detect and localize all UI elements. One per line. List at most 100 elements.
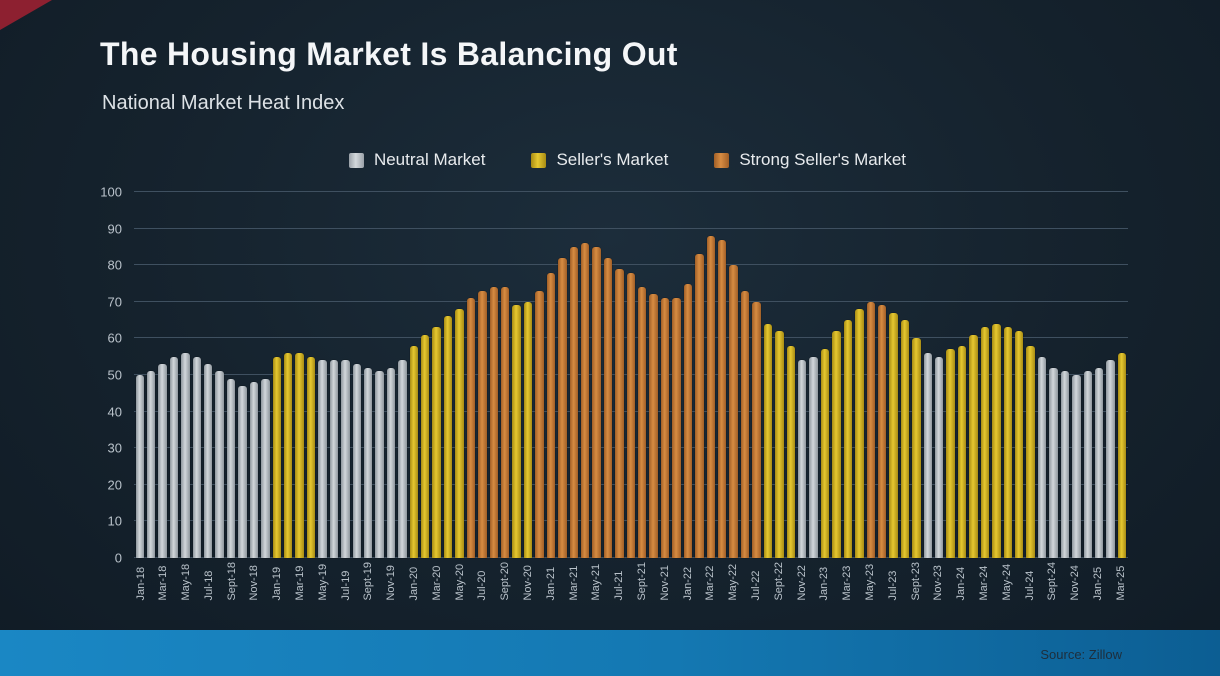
y-tick-label: 90 [107,221,122,237]
x-tick-slot: Sept-22 [773,562,785,601]
bar-slot [1083,192,1092,558]
x-tick-label: Nov-19 [385,565,398,601]
x-tick-slot [605,562,611,601]
y-tick-label: 70 [107,294,122,310]
x-tick-label: May-21 [590,563,603,601]
bar-slot [969,192,978,558]
bar-slot [580,192,590,558]
bar-slot [135,192,144,558]
bar-slot [512,192,521,558]
x-tick-slot [1039,562,1045,601]
bar-Jul-24 [1026,345,1035,558]
x-tick-label: Jan-24 [955,566,968,601]
x-tick-slot: Mar-22 [704,562,717,601]
bar-Oct-19 [375,371,384,558]
bar-Dec-24 [1083,371,1092,558]
bar-slot [649,192,658,558]
x-tick-slot: Sept-21 [636,562,648,601]
bar-slot [501,192,510,558]
bar-Jul-20 [478,290,487,558]
bar-Jun-18 [192,356,202,558]
gridline-80 [134,264,1128,266]
x-tick-label: Jul-22 [750,570,763,601]
x-tick-slot [651,562,657,601]
x-tick-label: Nov-22 [795,565,808,601]
bar-Sept-21 [638,287,647,558]
x-tick-slot [514,562,520,601]
neutral-market-swatch [348,152,364,168]
legend-item-seller: Seller's Market [531,150,668,170]
bar-slot [1094,192,1104,558]
x-tick-slot [469,562,475,601]
bar-Nov-18 [249,382,259,558]
x-tick-slot [560,562,566,601]
y-tick-label: 100 [100,184,122,200]
bar-Mar-23 [843,320,853,558]
x-tick-slot: Jan-19 [271,562,283,601]
bar-slot [523,192,533,558]
bar-slot [877,192,887,558]
legend-label-seller: Seller's Market [556,150,669,169]
bar-Nov-23 [935,356,944,558]
x-tick-slot: Jul-20 [476,562,488,601]
bar-Dec-19 [398,360,407,558]
bar-Oct-22 [786,345,795,558]
bar-Mar-22 [706,235,716,558]
x-tick-slot [400,562,406,601]
y-tick-label: 60 [107,330,122,346]
x-tick-slot: May-19 [317,562,329,601]
bar-slot [489,192,498,558]
bar-slot [820,192,830,558]
bar-Mar-19 [295,353,304,558]
bar-Aug-19 [352,364,361,558]
bar-Nov-20 [523,301,533,558]
bar-slot [775,192,784,558]
bar-slot [660,192,670,558]
bars-container [134,192,1128,558]
bar-May-24 [1003,327,1012,558]
x-tick-slot: Jul-18 [203,562,215,601]
x-tick-label: Mar-20 [430,565,443,601]
page-title: The Housing Market Is Balancing Out [100,36,678,72]
y-tick-label: 30 [107,440,122,456]
sellers-market-swatch [531,152,547,168]
bar-slot [569,192,578,558]
bar-Feb-21 [558,257,567,558]
bar-slot [695,192,704,558]
bar-slot [935,192,944,558]
x-tick-slot: Mar-18 [157,562,169,601]
x-tick-slot: Sept-18 [226,562,238,601]
bar-slot [1037,192,1047,558]
x-tick-slot: May-23 [864,562,876,601]
bar-Sept-22 [775,331,784,558]
strong-sellers-market-swatch [714,152,730,168]
x-tick-label: Sept-23 [909,562,922,601]
bar-slot [375,192,384,558]
bar-slot [923,192,933,558]
x-tick-slot [446,562,452,601]
bar-Aug-18 [215,371,224,558]
x-tick-slot [879,562,885,601]
bar-slot [329,192,339,558]
bar-Sept-19 [363,367,373,558]
bar-May-21 [592,246,601,558]
bottom-accent-band: Source: Zillow [0,630,1220,676]
x-tick-label: Sept-19 [362,562,375,601]
bar-slot [432,192,441,558]
x-tick-label: Mar-22 [704,565,717,601]
bar-slot [466,192,476,558]
x-tick-slot [218,562,224,601]
bar-slot [558,192,567,558]
bar-slot [866,192,875,558]
x-tick-label: Nov-23 [932,565,945,601]
x-tick-slot: Mar-21 [568,562,580,601]
plot-area [134,191,1128,558]
x-tick-label: Jul-24 [1023,570,1036,601]
bar-Aug-22 [763,323,773,558]
bar-Jul-23 [889,312,898,558]
bar-Apr-23 [855,309,864,558]
x-tick-slot: Jan-24 [955,562,968,601]
bar-Dec-22 [809,356,818,558]
bar-Mar-21 [569,246,578,558]
bar-Sept-23 [912,338,921,558]
